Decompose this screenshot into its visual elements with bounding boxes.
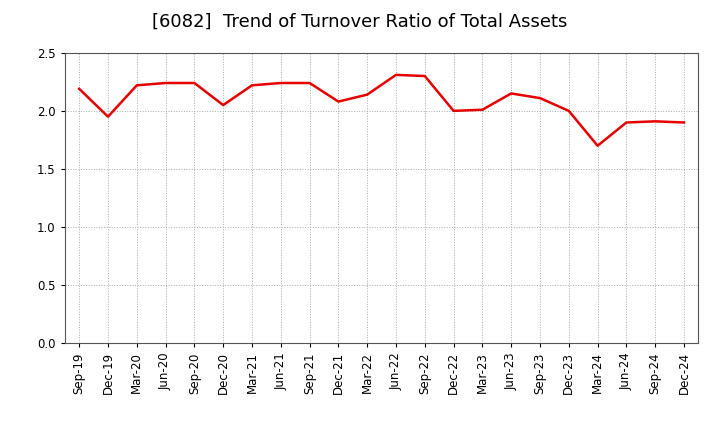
Text: [6082]  Trend of Turnover Ratio of Total Assets: [6082] Trend of Turnover Ratio of Total … <box>153 13 567 31</box>
